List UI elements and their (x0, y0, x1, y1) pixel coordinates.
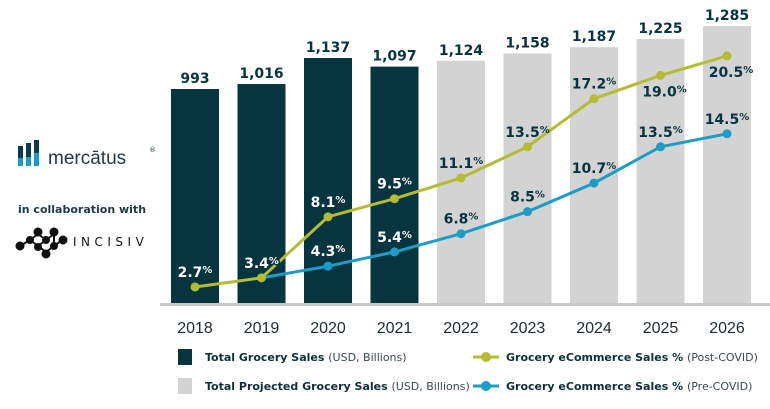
percent-label: 6.8% (444, 212, 479, 228)
x-tick-label: 2026 (709, 320, 745, 337)
percent-label: 9.5% (377, 177, 412, 193)
bar (703, 26, 751, 304)
bar-value-label: 1,124 (439, 43, 484, 59)
x-tick-label: 2024 (576, 320, 612, 337)
bar (171, 89, 219, 303)
legend-swatch (178, 378, 192, 394)
data-point (656, 142, 665, 152)
data-point (589, 94, 599, 104)
percent-label: 10.7% (572, 161, 617, 177)
mercatus-logo-icon (18, 140, 39, 166)
data-point (722, 51, 732, 61)
bar (237, 84, 286, 303)
bar-value-label: 1,137 (306, 40, 350, 56)
legend-label: Grocery eCommerce Sales % (Pre-COVID) (506, 380, 752, 393)
bar-value-label: 1,225 (638, 21, 682, 37)
percent-label: 13.5% (505, 125, 550, 141)
legend: Total Grocery Sales (USD, Billions) Total… (178, 349, 758, 394)
percent-label: 4.3% (311, 244, 346, 260)
registered-mark: ® (149, 146, 156, 154)
bar (503, 53, 552, 303)
bar-value-label: 1,158 (505, 35, 549, 51)
percent-label: 14.5% (705, 112, 750, 128)
data-point (257, 273, 266, 283)
percent-label: 8.1% (311, 195, 346, 211)
percent-label: 19.0% (642, 84, 687, 100)
data-point (323, 212, 333, 222)
x-tick-label: 2025 (643, 320, 679, 337)
data-point (523, 207, 532, 217)
data-point (390, 194, 399, 204)
x-tick-label: 2018 (177, 320, 213, 337)
x-tick-label: 2020 (310, 320, 346, 337)
bar-value-label: 1,016 (239, 66, 283, 82)
mercatus-logo: mercātus (48, 148, 126, 169)
bar-value-label: 1,285 (705, 8, 749, 24)
incisiv-logo-icon (15, 227, 68, 259)
series-line (261, 132, 728, 280)
incisiv-logo: INCISIV (73, 235, 148, 249)
bar (636, 39, 685, 303)
percent-label: 8.5% (510, 190, 545, 206)
x-tick-label: 2019 (244, 320, 280, 337)
percent-label: 20.5% (709, 65, 754, 81)
percent-label: 3.4% (244, 256, 279, 272)
x-tick-label: 2021 (377, 320, 413, 337)
x-tick-label: 2022 (443, 320, 479, 337)
data-point (456, 229, 466, 239)
bar-value-label: 993 (180, 71, 209, 87)
data-point (722, 129, 732, 139)
percent-label: 17.2% (572, 77, 617, 93)
percent-label: 5.4% (377, 230, 412, 246)
legend-label: Total Projected Grocery Sales (USD, Bill… (205, 380, 470, 393)
legend-swatch (178, 349, 192, 365)
data-point (456, 173, 466, 183)
legend-marker (481, 352, 491, 362)
data-point (190, 282, 200, 292)
legend-label: Total Grocery Sales (USD, Billions) (205, 351, 407, 364)
legend-label: Grocery eCommerce Sales % (Post-COVID) (506, 351, 758, 364)
legend-marker (481, 381, 491, 391)
percent-label: 2.7% (178, 265, 213, 281)
data-point (323, 261, 333, 271)
percent-label: 13.5% (638, 125, 683, 141)
data-point (589, 178, 599, 188)
collab-text: in collaboration with (18, 203, 146, 216)
branding: mercātus ® in collaboration with INCISIV (15, 140, 156, 259)
data-point (523, 142, 532, 152)
bar (370, 66, 419, 303)
percent-label: 11.1% (439, 156, 484, 172)
bar-value-label: 1,097 (372, 49, 416, 65)
x-tick-label: 2023 (510, 320, 546, 337)
data-point (656, 70, 665, 80)
bar-value-label: 1,187 (572, 29, 616, 45)
data-point (390, 247, 399, 257)
